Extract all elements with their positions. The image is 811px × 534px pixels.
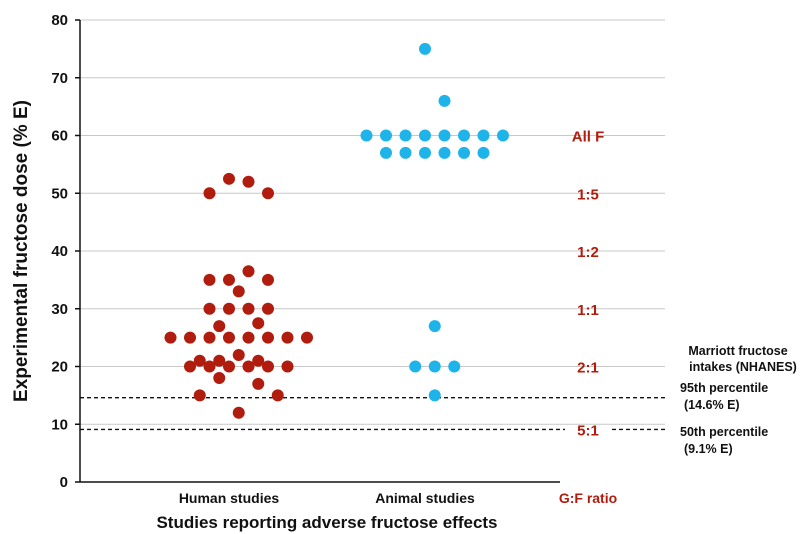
animal-study-point bbox=[399, 146, 412, 159]
human-study-point bbox=[281, 331, 294, 344]
reference-title-line2: intakes (NHANES) bbox=[689, 360, 797, 374]
animal-study-point bbox=[497, 129, 509, 142]
ratio-label: All F bbox=[572, 129, 605, 146]
animal-study-point bbox=[409, 360, 422, 373]
y-tick-label: 40 bbox=[51, 243, 68, 260]
y-tick-label: 10 bbox=[51, 416, 68, 433]
human-study-point bbox=[232, 348, 245, 361]
human-study-point bbox=[223, 331, 235, 344]
human-study-point bbox=[242, 265, 255, 278]
human-study-point bbox=[213, 320, 226, 333]
animal-study-point bbox=[428, 360, 441, 373]
category-label-animal: Animal studies bbox=[375, 490, 475, 506]
animal-study-point bbox=[419, 146, 431, 159]
human-study-point bbox=[262, 302, 274, 315]
animal-study-point bbox=[419, 42, 431, 55]
human-study-point bbox=[232, 285, 245, 298]
animal-study-point bbox=[438, 129, 451, 142]
human-study-point bbox=[242, 302, 255, 315]
human-study-point bbox=[301, 331, 313, 344]
y-axis-title: Experimental fructose dose (% E) bbox=[11, 100, 32, 402]
reference-title-line1: Marriott fructose bbox=[688, 344, 787, 358]
p95-label-line2: (14.6% E) bbox=[684, 398, 740, 412]
y-tick-label: 80 bbox=[51, 12, 68, 29]
human-study-point bbox=[242, 175, 255, 188]
human-study-point bbox=[203, 187, 216, 200]
animal-study-point bbox=[458, 129, 470, 142]
ratio-label: 2:1 bbox=[577, 360, 599, 377]
animal-study-point bbox=[438, 146, 451, 159]
human-study-point bbox=[203, 331, 216, 344]
animal-study-point bbox=[428, 389, 441, 402]
ratio-label: 5:1 bbox=[577, 422, 599, 439]
category-label-human: Human studies bbox=[179, 490, 280, 506]
human-study-point bbox=[232, 406, 245, 419]
human-study-point bbox=[213, 354, 226, 367]
y-tick-label: 50 bbox=[51, 185, 68, 202]
animal-study-point bbox=[399, 129, 412, 142]
ratio-labels: All F 1:5 1:2 1:1 2:1 5:1 bbox=[572, 129, 605, 440]
human-study-point bbox=[262, 273, 274, 286]
human-study-point bbox=[223, 360, 235, 373]
ratio-header: G:F ratio bbox=[559, 490, 617, 506]
human-study-point bbox=[223, 302, 235, 315]
y-tick-label: 60 bbox=[51, 128, 68, 145]
human-study-point bbox=[281, 360, 294, 373]
human-study-point bbox=[242, 331, 255, 344]
human-study-point bbox=[262, 187, 274, 200]
animal-study-point bbox=[477, 146, 490, 159]
human-study-point bbox=[271, 389, 284, 402]
animal-study-point bbox=[380, 146, 392, 159]
reference-lines bbox=[80, 397, 668, 431]
y-tick-label: 0 bbox=[60, 474, 68, 491]
human-study-point bbox=[203, 302, 216, 315]
animal-study-point bbox=[458, 146, 470, 159]
human-study-point bbox=[193, 389, 206, 402]
human-study-point bbox=[252, 317, 265, 330]
animal-study-point bbox=[428, 320, 441, 333]
human-study-point bbox=[223, 273, 235, 286]
human-study-point bbox=[203, 360, 216, 373]
human-study-point bbox=[223, 172, 235, 185]
human-study-point bbox=[262, 331, 274, 344]
p50-label-line1: 50th percentile bbox=[680, 425, 768, 439]
y-ticks: 0 10 20 30 40 50 60 70 80 bbox=[51, 12, 80, 491]
p50-label-line2: (9.1% E) bbox=[684, 442, 733, 456]
human-study-point bbox=[184, 360, 196, 373]
animal-study-point bbox=[419, 129, 431, 142]
y-tick-label: 70 bbox=[51, 70, 68, 87]
ratio-label: 1:5 bbox=[577, 186, 599, 203]
human-study-point bbox=[193, 354, 206, 367]
human-study-point bbox=[242, 360, 255, 373]
animal-study-point bbox=[438, 94, 451, 107]
human-study-point bbox=[252, 377, 265, 390]
x-axis-title: Studies reporting adverse fructose effec… bbox=[156, 513, 497, 532]
y-tick-label: 20 bbox=[51, 359, 68, 376]
data-points bbox=[164, 42, 509, 419]
human-study-point bbox=[164, 331, 177, 344]
animal-study-point bbox=[360, 129, 373, 142]
human-study-point bbox=[203, 273, 216, 286]
ratio-label: 1:1 bbox=[577, 302, 599, 319]
human-study-point bbox=[213, 372, 226, 385]
human-study-point bbox=[262, 360, 274, 373]
human-study-point bbox=[184, 331, 196, 344]
p95-label-line1: 95th percentile bbox=[680, 381, 768, 395]
human-study-point bbox=[252, 354, 265, 367]
y-tick-label: 30 bbox=[51, 301, 68, 318]
animal-study-point bbox=[380, 129, 392, 142]
animal-study-point bbox=[448, 360, 461, 373]
ratio-label: 1:2 bbox=[577, 244, 599, 261]
animal-study-point bbox=[477, 129, 490, 142]
